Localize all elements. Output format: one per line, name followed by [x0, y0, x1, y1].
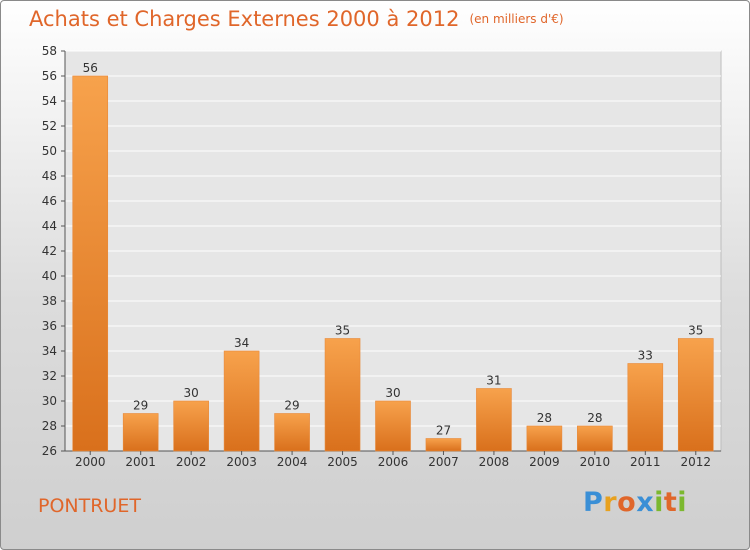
proxiti-logo: Proxiti	[583, 487, 687, 518]
bar-2000	[72, 75, 109, 452]
x-tick-label-2009: 2009	[529, 455, 560, 469]
value-label-2002: 30	[184, 386, 199, 400]
x-tick-label-2000: 2000	[75, 455, 106, 469]
bar-2004	[274, 413, 310, 452]
value-label-2000: 56	[83, 61, 98, 75]
logo-letter: t	[663, 487, 678, 518]
y-tick-label: 54	[42, 94, 57, 108]
x-tick-label-2002: 2002	[176, 455, 207, 469]
y-tick-label: 26	[42, 444, 57, 458]
bar-2001	[122, 413, 159, 452]
value-label-2003: 34	[234, 336, 249, 350]
value-label-2011: 33	[638, 349, 653, 363]
bar-2002	[173, 400, 209, 452]
bar-2006	[375, 400, 411, 452]
y-tick-label: 38	[42, 294, 57, 308]
value-label-2001: 29	[133, 399, 148, 413]
chart-subtitle: (en milliers d'€)	[469, 12, 564, 26]
bar-2005	[324, 338, 361, 452]
bar-2011	[627, 363, 664, 452]
value-label-2009: 28	[537, 411, 552, 425]
bar-2012	[677, 338, 714, 452]
bar-2007	[425, 438, 462, 452]
logo-letter: P	[583, 487, 604, 518]
y-tick-label: 30	[42, 394, 57, 408]
y-tick-label: 56	[42, 69, 57, 83]
value-label-2012: 35	[688, 324, 703, 338]
value-label-2004: 29	[284, 399, 299, 413]
chart-title-text: Achats et Charges Externes 2000 à 2012	[29, 7, 460, 31]
chart-title: Achats et Charges Externes 2000 à 2012 (e…	[29, 7, 564, 31]
x-tick-label-2008: 2008	[479, 455, 510, 469]
bar-2008	[476, 388, 512, 452]
value-label-2008: 31	[486, 374, 501, 388]
y-tick-label: 50	[42, 144, 57, 158]
x-tick-label-2004: 2004	[277, 455, 308, 469]
value-label-2010: 28	[587, 411, 602, 425]
logo-letter: o	[617, 487, 637, 518]
bar-2009	[526, 425, 563, 452]
x-tick-label-2003: 2003	[226, 455, 257, 469]
x-tick-label-2006: 2006	[378, 455, 409, 469]
value-label-2005: 35	[335, 324, 350, 338]
x-tick-label-2010: 2010	[580, 455, 611, 469]
y-tick-label: 48	[42, 169, 57, 183]
y-tick-label: 36	[42, 319, 57, 333]
logo-letter: r	[603, 487, 618, 518]
value-label-2006: 30	[385, 386, 400, 400]
y-tick-label: 28	[42, 419, 57, 433]
y-tick-label: 32	[42, 369, 57, 383]
x-tick-label-2001: 2001	[125, 455, 156, 469]
y-tick-label: 40	[42, 269, 57, 283]
y-tick-label: 44	[42, 219, 57, 233]
x-tick-label-2012: 2012	[680, 455, 711, 469]
y-tick-label: 46	[42, 194, 57, 208]
y-tick-label: 42	[42, 244, 57, 258]
x-tick-label-2011: 2011	[630, 455, 661, 469]
value-label-2007: 27	[436, 424, 451, 438]
y-tick-label: 58	[42, 44, 57, 58]
logo-letter: x	[636, 487, 655, 518]
y-tick-label: 34	[42, 344, 57, 358]
logo-letter: i	[677, 487, 688, 518]
bar-2010	[577, 425, 613, 452]
bar-2003	[223, 350, 260, 452]
place-name: PONTRUET	[38, 495, 141, 517]
x-tick-label-2005: 2005	[327, 455, 358, 469]
y-tick-label: 52	[42, 119, 57, 133]
logo-letter: i	[654, 487, 664, 518]
x-tick-label-2007: 2007	[428, 455, 459, 469]
